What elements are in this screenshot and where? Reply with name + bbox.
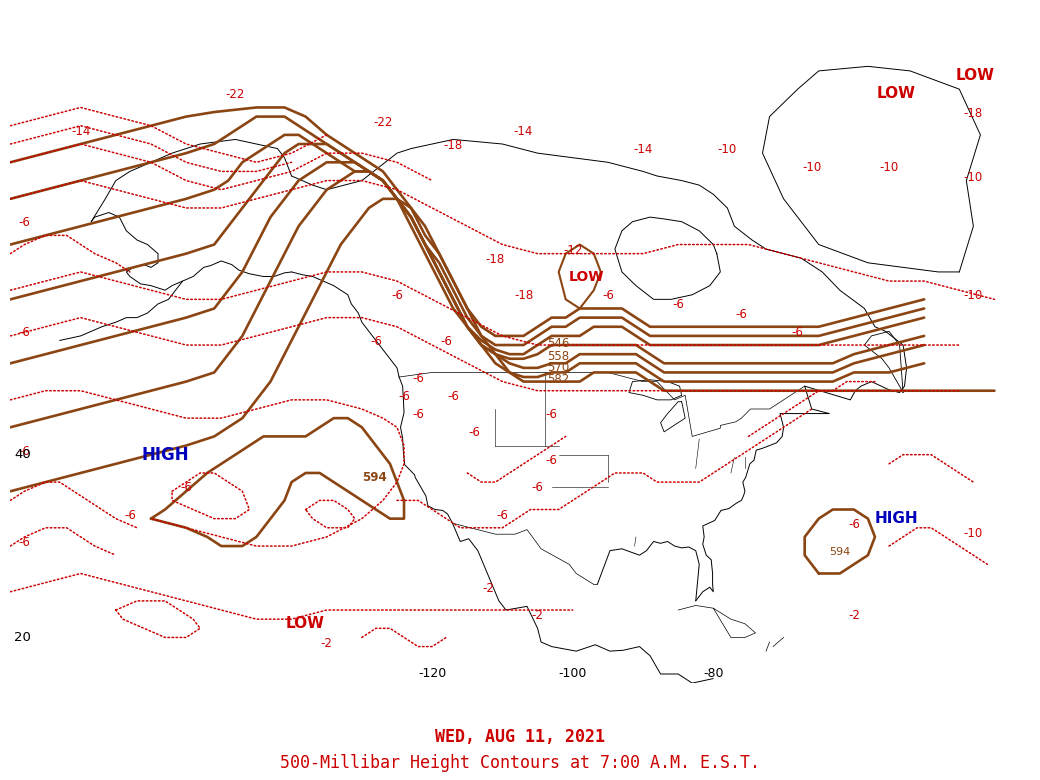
Text: -2: -2 xyxy=(483,582,494,595)
Text: -10: -10 xyxy=(964,171,983,183)
Text: -6: -6 xyxy=(546,454,557,466)
Text: -6: -6 xyxy=(848,518,860,531)
Text: -80: -80 xyxy=(703,668,724,680)
Text: -6: -6 xyxy=(412,408,424,421)
Text: 570: 570 xyxy=(547,361,570,374)
Text: -12: -12 xyxy=(563,243,582,257)
Text: -6: -6 xyxy=(531,481,544,495)
Text: -6: -6 xyxy=(370,335,382,348)
Text: 594: 594 xyxy=(829,548,851,557)
Text: 20: 20 xyxy=(14,631,31,644)
Text: -6: -6 xyxy=(791,326,804,339)
Text: -10: -10 xyxy=(964,527,983,540)
Text: WED, AUG 11, 2021: WED, AUG 11, 2021 xyxy=(435,728,605,746)
Text: -6: -6 xyxy=(468,427,480,439)
Text: -6: -6 xyxy=(398,390,410,402)
Text: -10: -10 xyxy=(880,161,899,175)
Text: -18: -18 xyxy=(444,139,463,151)
Text: -6: -6 xyxy=(496,509,509,522)
Text: 500-Millibar Height Contours at 7:00 A.M. E.S.T.: 500-Millibar Height Contours at 7:00 A.M… xyxy=(280,753,760,772)
Text: 594: 594 xyxy=(362,471,387,484)
Text: -6: -6 xyxy=(412,371,424,385)
Text: -6: -6 xyxy=(124,509,136,522)
Text: LOW: LOW xyxy=(286,616,326,631)
Text: -18: -18 xyxy=(514,289,534,303)
Text: -6: -6 xyxy=(19,445,30,458)
Text: -6: -6 xyxy=(602,289,614,303)
Text: -6: -6 xyxy=(19,216,30,229)
Text: LOW: LOW xyxy=(877,87,915,101)
Text: -6: -6 xyxy=(546,408,557,421)
Text: -2: -2 xyxy=(320,636,333,650)
Text: -14: -14 xyxy=(633,144,653,156)
Text: -2: -2 xyxy=(848,609,860,622)
Text: -100: -100 xyxy=(558,668,587,680)
Text: -6: -6 xyxy=(19,326,30,339)
Text: 546: 546 xyxy=(547,337,570,349)
Text: 582: 582 xyxy=(547,373,570,386)
Text: -6: -6 xyxy=(672,299,684,311)
Text: -6: -6 xyxy=(447,390,460,402)
Text: -2: -2 xyxy=(531,609,544,622)
Text: LOW: LOW xyxy=(956,68,994,83)
Text: -6: -6 xyxy=(19,536,30,549)
Text: -120: -120 xyxy=(418,668,446,680)
Text: -22: -22 xyxy=(226,88,245,101)
Text: -14: -14 xyxy=(514,125,534,138)
Text: -10: -10 xyxy=(802,161,822,175)
Text: -22: -22 xyxy=(373,115,393,129)
Text: -6: -6 xyxy=(735,307,748,321)
Text: -14: -14 xyxy=(71,125,90,138)
Text: -10: -10 xyxy=(718,144,737,156)
Text: -6: -6 xyxy=(440,335,452,348)
Text: -10: -10 xyxy=(964,289,983,303)
Text: -18: -18 xyxy=(964,107,983,119)
Text: 558: 558 xyxy=(548,350,570,363)
Text: 40: 40 xyxy=(14,448,30,461)
Text: HIGH: HIGH xyxy=(875,511,918,526)
Text: HIGH: HIGH xyxy=(141,445,189,463)
Text: -6: -6 xyxy=(180,481,192,495)
Text: LOW: LOW xyxy=(569,270,604,284)
Text: -6: -6 xyxy=(391,289,402,303)
Text: -18: -18 xyxy=(486,253,505,266)
